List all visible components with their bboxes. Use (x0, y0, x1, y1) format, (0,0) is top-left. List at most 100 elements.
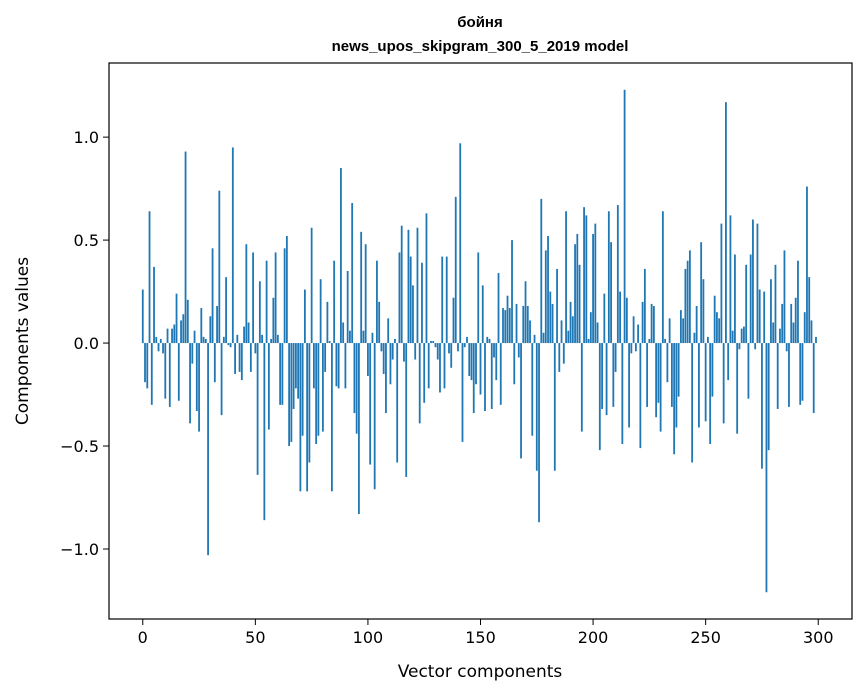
bar (387, 318, 390, 344)
bar (698, 343, 700, 428)
bar (641, 301, 644, 344)
bar (810, 320, 813, 344)
bar (792, 322, 795, 344)
bar (254, 343, 257, 354)
bar (490, 343, 493, 409)
bar (279, 343, 282, 405)
bar (646, 343, 649, 407)
bar (571, 316, 574, 344)
bar (189, 343, 191, 424)
bar (560, 320, 563, 344)
bar (785, 343, 788, 352)
bar (497, 273, 500, 344)
bar (297, 343, 300, 399)
bar (623, 89, 626, 344)
x-tick-label: 300 (803, 628, 834, 647)
x-tick-label: 100 (353, 628, 384, 647)
bar (754, 343, 757, 350)
bar (400, 225, 403, 344)
bar (414, 343, 417, 360)
bar (249, 343, 252, 372)
bar (477, 252, 480, 344)
bar (704, 343, 707, 422)
bar (693, 332, 696, 344)
bar (707, 336, 709, 344)
bar (812, 343, 815, 414)
bar (637, 324, 640, 344)
bar (533, 334, 536, 344)
bar (772, 322, 775, 344)
bar (767, 343, 770, 451)
bar (373, 343, 376, 490)
bar (346, 270, 349, 344)
bar (565, 211, 567, 344)
plot-frame (108, 62, 853, 620)
bar (673, 343, 676, 455)
bar (540, 198, 543, 344)
bar (594, 223, 597, 344)
bar (788, 343, 790, 407)
bar (592, 233, 594, 344)
bar (369, 343, 372, 465)
bar (171, 328, 173, 344)
bar (574, 244, 576, 344)
bar (238, 343, 241, 372)
bar (216, 305, 218, 344)
bar (308, 343, 311, 463)
bar (583, 207, 585, 344)
bar (495, 343, 498, 381)
bar (157, 343, 160, 352)
bar (743, 326, 745, 344)
bar (376, 260, 378, 344)
bar (702, 279, 705, 344)
x-axis-ticks: 0 50 100 150 200 250 300 (138, 619, 834, 647)
bar (558, 343, 561, 372)
bar (601, 343, 603, 409)
bar (720, 223, 723, 344)
chart-title: бойня (457, 14, 502, 31)
bar (470, 343, 473, 381)
y-tick-label: 1.0 (74, 128, 99, 147)
bar (815, 336, 817, 344)
y-tick-label: −0.5 (60, 437, 99, 456)
bar (634, 343, 637, 352)
bar (806, 186, 808, 344)
bar (443, 343, 446, 389)
bar (306, 343, 309, 492)
bar (396, 343, 399, 463)
bar (520, 343, 522, 459)
bar (661, 211, 664, 344)
bar (427, 343, 430, 389)
bar (150, 343, 153, 405)
bar (722, 343, 725, 424)
x-axis-label: Vector components (398, 662, 563, 682)
bar (738, 343, 741, 350)
bar (529, 320, 531, 344)
bar (285, 235, 288, 344)
bar (301, 343, 304, 436)
bar (643, 268, 646, 344)
bar (614, 343, 617, 372)
bar (351, 203, 354, 344)
bar (441, 256, 444, 344)
bar (256, 343, 259, 475)
bar (331, 343, 333, 492)
bar (499, 343, 502, 405)
bar (616, 205, 619, 344)
bar (450, 343, 453, 368)
bar (684, 268, 687, 344)
bar (317, 343, 320, 436)
bar (358, 343, 360, 514)
bar (218, 190, 221, 344)
bar-series (141, 89, 817, 593)
bar (790, 303, 793, 344)
bar (716, 312, 718, 344)
bar (168, 343, 171, 407)
bar (655, 343, 658, 418)
bar (202, 336, 205, 344)
bar (758, 289, 761, 344)
bar (312, 343, 315, 389)
bar (324, 343, 327, 372)
bar (421, 262, 423, 344)
bar (686, 260, 689, 344)
